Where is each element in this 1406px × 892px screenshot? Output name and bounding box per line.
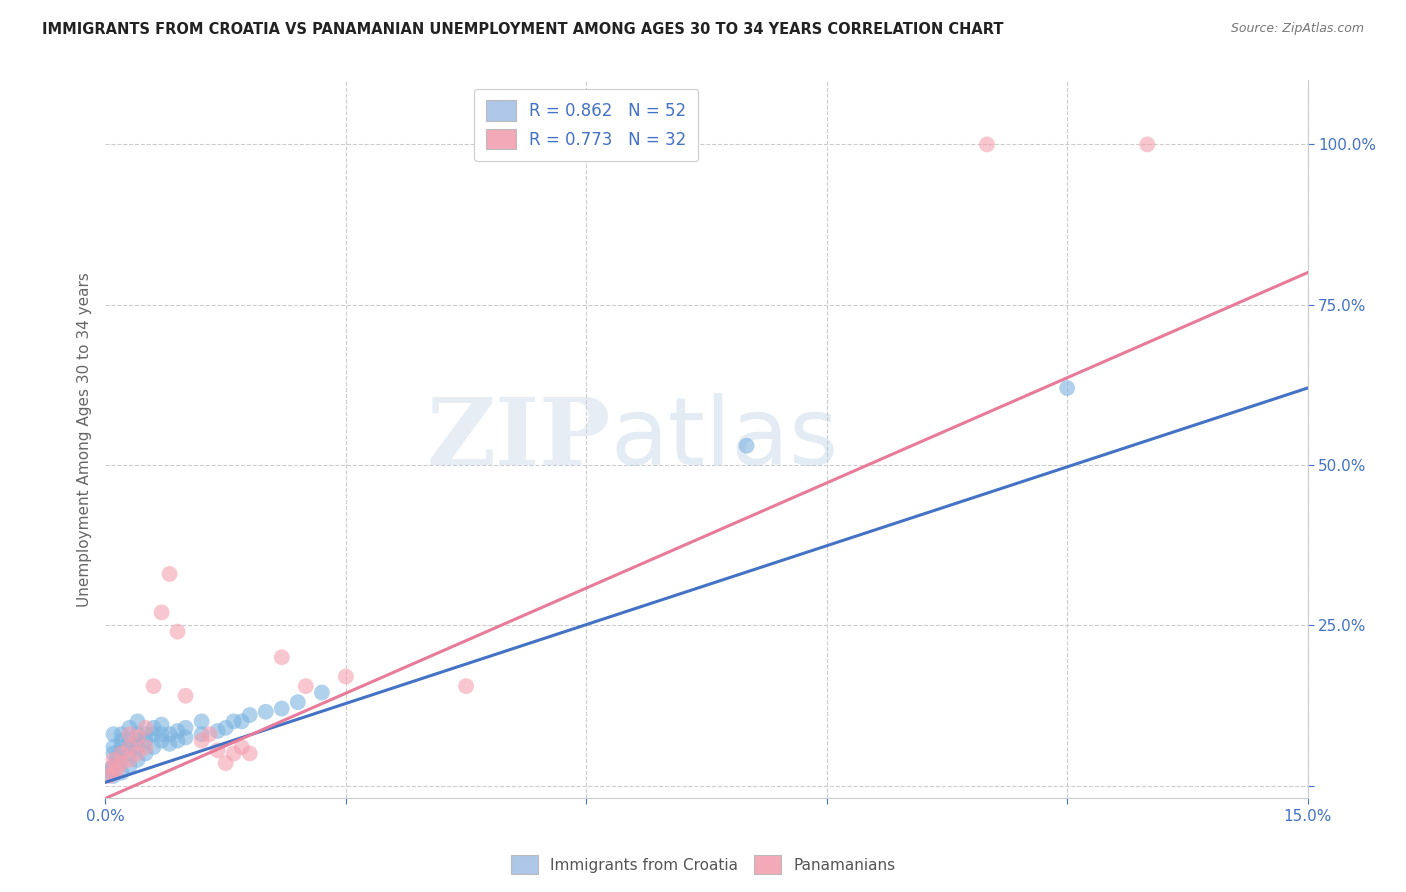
Point — [103, 747, 125, 761]
Point — [214, 756, 236, 770]
Point — [127, 731, 149, 745]
Point — [127, 740, 149, 755]
Point — [103, 759, 125, 773]
Text: ZIP: ZIP — [426, 394, 610, 484]
Point — [110, 733, 132, 747]
Point — [335, 669, 357, 683]
Point — [231, 714, 253, 729]
Point — [98, 765, 121, 780]
Point — [118, 740, 141, 755]
Point — [976, 137, 998, 152]
Point — [127, 747, 149, 761]
Point — [127, 727, 149, 741]
Point — [311, 685, 333, 699]
Point — [103, 765, 125, 780]
Point — [214, 721, 236, 735]
Point — [118, 753, 141, 767]
Point — [287, 695, 309, 709]
Text: Source: ZipAtlas.com: Source: ZipAtlas.com — [1230, 22, 1364, 36]
Point — [135, 740, 157, 755]
Point — [98, 769, 121, 783]
Point — [127, 733, 149, 747]
Point — [174, 731, 197, 745]
Point — [166, 724, 188, 739]
Point — [118, 759, 141, 773]
Point — [110, 727, 132, 741]
Point — [159, 737, 181, 751]
Point — [135, 747, 157, 761]
Point — [107, 763, 129, 777]
Point — [107, 756, 129, 770]
Point — [1056, 381, 1078, 395]
Point — [254, 705, 277, 719]
Point — [222, 714, 245, 729]
Point — [127, 753, 149, 767]
Legend: Immigrants from Croatia, Panamanians: Immigrants from Croatia, Panamanians — [505, 849, 901, 880]
Point — [103, 759, 125, 773]
Point — [142, 721, 165, 735]
Point — [135, 733, 157, 747]
Point — [110, 753, 132, 767]
Point — [118, 747, 141, 761]
Point — [150, 717, 173, 731]
Point — [207, 743, 229, 757]
Point — [231, 740, 253, 755]
Point — [142, 727, 165, 741]
Point — [103, 753, 125, 767]
Y-axis label: Unemployment Among Ages 30 to 34 years: Unemployment Among Ages 30 to 34 years — [76, 272, 91, 607]
Point — [110, 756, 132, 770]
Point — [118, 733, 141, 747]
Point — [159, 566, 181, 581]
Point — [239, 708, 262, 723]
Point — [198, 727, 221, 741]
Point — [190, 733, 212, 747]
Text: atlas: atlas — [610, 393, 838, 485]
Point — [135, 721, 157, 735]
Point — [159, 727, 181, 741]
Point — [103, 740, 125, 755]
Text: IMMIGRANTS FROM CROATIA VS PANAMANIAN UNEMPLOYMENT AMONG AGES 30 TO 34 YEARS COR: IMMIGRANTS FROM CROATIA VS PANAMANIAN UN… — [42, 22, 1004, 37]
Legend: R = 0.862   N = 52, R = 0.773   N = 32: R = 0.862 N = 52, R = 0.773 N = 32 — [474, 88, 699, 161]
Point — [174, 721, 197, 735]
Point — [222, 747, 245, 761]
Point — [98, 763, 121, 777]
Point — [454, 679, 477, 693]
Point — [118, 727, 141, 741]
Point — [107, 749, 129, 764]
Point — [239, 747, 262, 761]
Point — [166, 624, 188, 639]
Point — [270, 650, 292, 665]
Point — [295, 679, 318, 693]
Point — [127, 714, 149, 729]
Point — [190, 714, 212, 729]
Point — [110, 740, 132, 755]
Point — [142, 740, 165, 755]
Point — [190, 727, 212, 741]
Point — [103, 727, 125, 741]
Point — [174, 689, 197, 703]
Point — [1136, 137, 1159, 152]
Point — [735, 439, 758, 453]
Point — [150, 733, 173, 747]
Point — [110, 747, 132, 761]
Point — [270, 701, 292, 715]
Point — [110, 765, 132, 780]
Point — [103, 769, 125, 783]
Point — [166, 733, 188, 747]
Point — [207, 724, 229, 739]
Point — [150, 727, 173, 741]
Point — [118, 721, 141, 735]
Point — [135, 727, 157, 741]
Point — [142, 679, 165, 693]
Point — [118, 740, 141, 755]
Point — [150, 606, 173, 620]
